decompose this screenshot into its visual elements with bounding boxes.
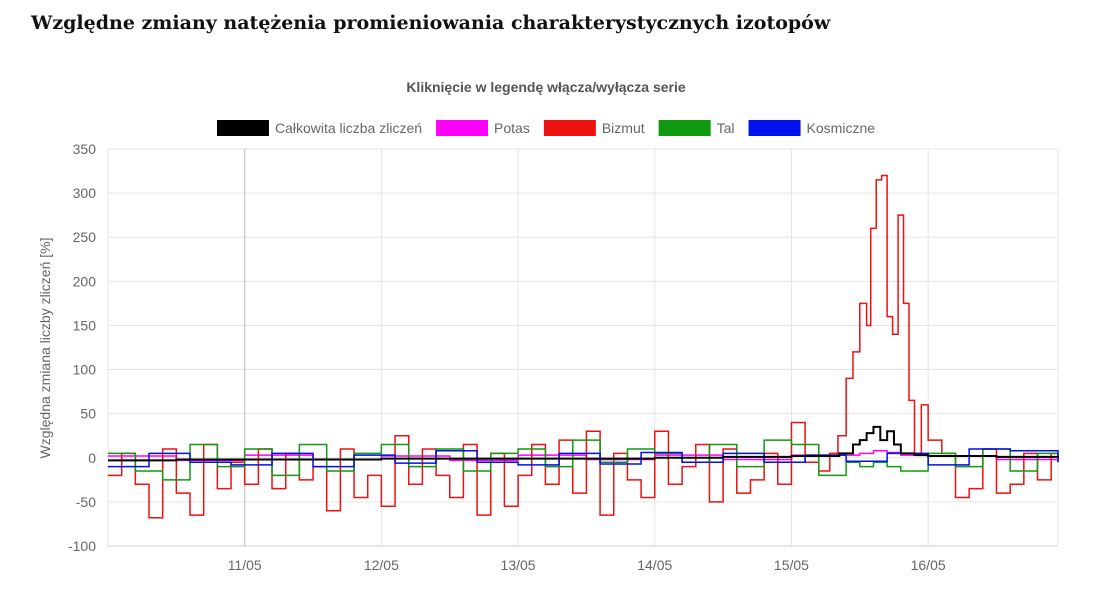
x-tick-label: 11/05 <box>228 557 262 573</box>
legend-swatch <box>748 120 801 136</box>
legend-label: Kosmiczne <box>807 120 876 136</box>
series-line <box>108 439 1059 481</box>
legend-label: Całkowita liczba zliczeń <box>275 120 422 136</box>
legend-swatch <box>658 120 711 136</box>
legend-swatch <box>543 120 596 136</box>
legend-item[interactable]: Bizmut <box>543 120 645 136</box>
y-tick-label: 250 <box>73 229 97 245</box>
legend-item[interactable]: Całkowita liczba zliczeń <box>216 120 422 136</box>
legend-swatch <box>436 120 489 136</box>
y-tick-label: 350 <box>73 141 97 157</box>
y-tick-label: 200 <box>73 273 97 289</box>
series-line <box>108 174 1058 519</box>
y-tick-label: 50 <box>80 406 96 422</box>
x-tick-label: 15/05 <box>774 557 809 573</box>
y-tick-label: 150 <box>73 317 97 333</box>
y-tick-label: -100 <box>68 538 96 554</box>
grid <box>107 148 1059 547</box>
page-title: Względne zmiany natężenia promieniowania… <box>31 12 831 34</box>
x-axis-ticks: 11/05 12/05 13/05 14/05 15/05 16/05 <box>228 557 946 573</box>
x-tick-label: 14/05 <box>637 557 672 573</box>
legend-item[interactable]: Kosmiczne <box>748 120 876 136</box>
y-axis-label: Względna zmiana liczby zliczeń [%] <box>37 238 53 459</box>
x-tick-label: 12/05 <box>364 557 399 573</box>
legend-swatch <box>216 120 269 136</box>
series-line <box>108 425 1059 462</box>
legend: Całkowita liczba zliczeń Potas Bizmut Tal Ko… <box>216 120 876 136</box>
x-tick-label: 13/05 <box>501 557 536 573</box>
y-tick-label: 300 <box>73 185 97 201</box>
legend-item[interactable]: Potas <box>436 120 530 136</box>
legend-label: Tal <box>717 120 735 136</box>
y-tick-label: 0 <box>88 450 96 466</box>
y-axis-ticks: 350 300 250 200 150 100 50 0 -50 -100 <box>68 141 96 554</box>
chart-subtitle: Kliknięcie w legendę włącza/wyłącza seri… <box>406 79 686 95</box>
x-tick-label: 16/05 <box>911 557 946 573</box>
legend-label: Bizmut <box>602 120 645 136</box>
series-layer <box>108 174 1059 519</box>
y-tick-label: 100 <box>73 362 97 378</box>
y-tick-label: -50 <box>76 494 96 510</box>
legend-label: Potas <box>494 120 530 136</box>
legend-item[interactable]: Tal <box>658 120 735 136</box>
